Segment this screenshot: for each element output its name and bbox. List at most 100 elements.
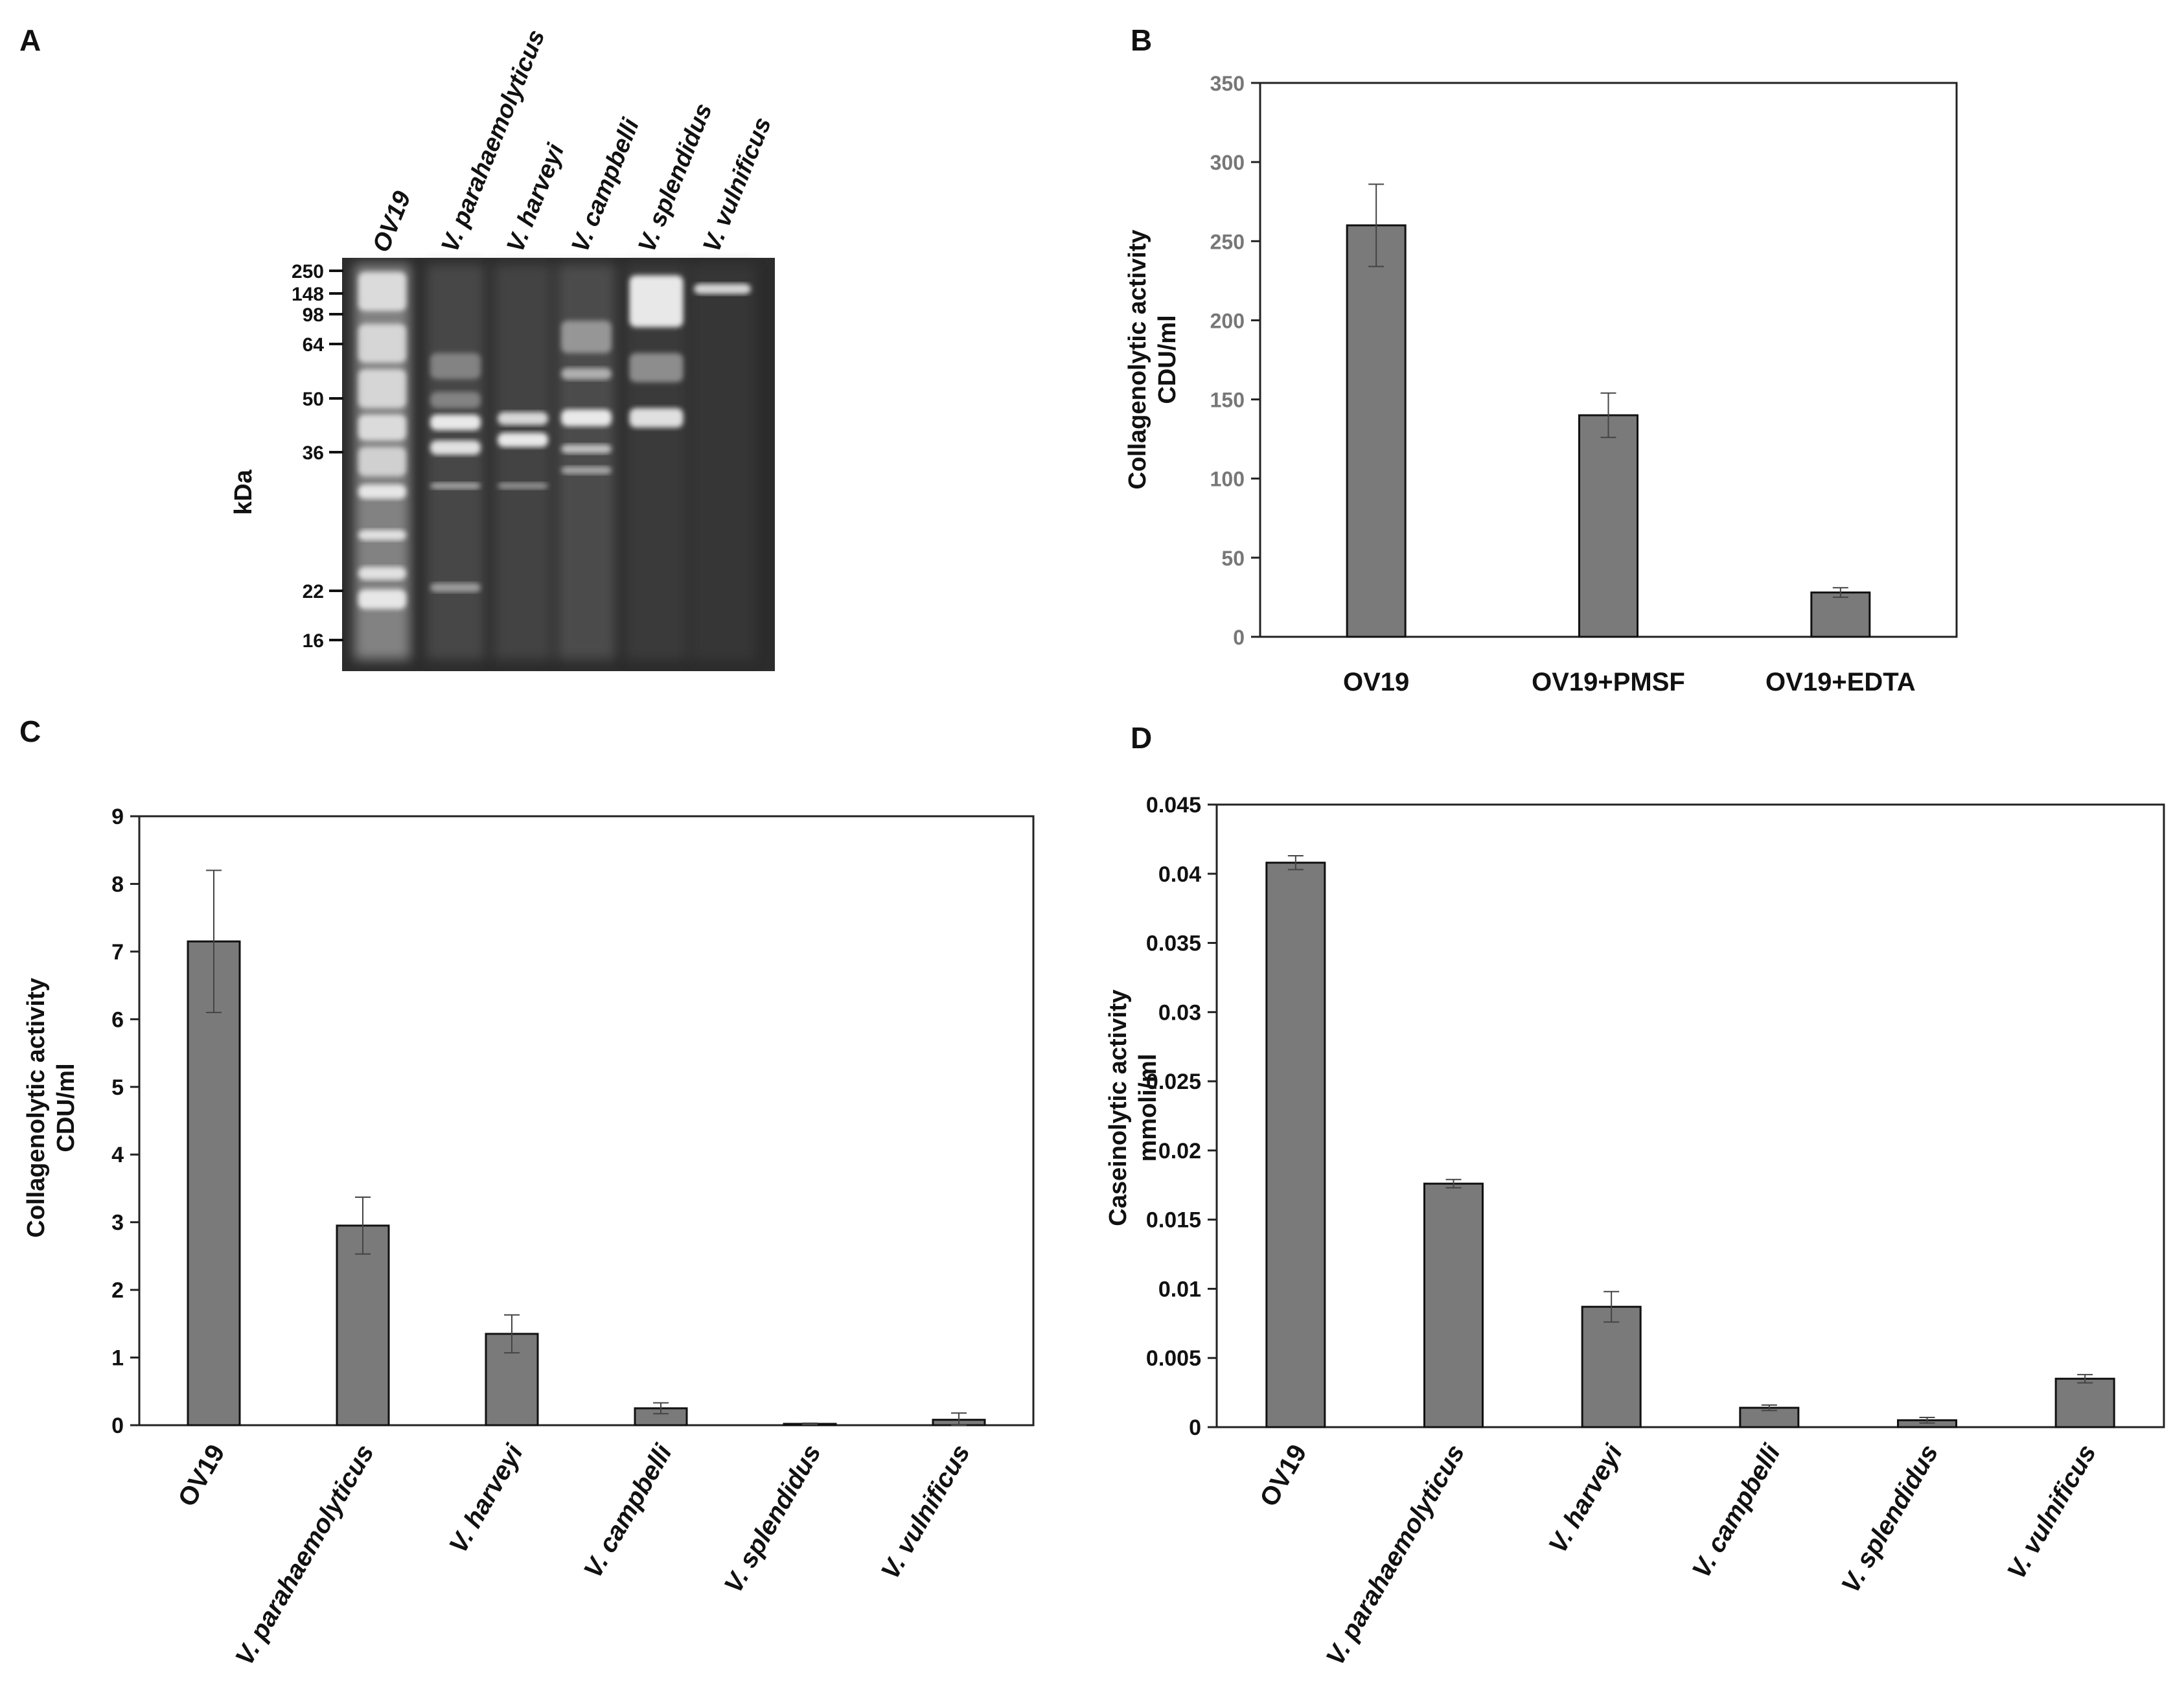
y-tick-label: 6 [111,1007,124,1032]
y-tick-label: 350 [1210,72,1245,95]
category-label: V. splendidus [1836,1440,1944,1598]
gel-marker-label: 98 [303,304,324,326]
gel-band [561,368,612,380]
category-label: V. campbelli [579,1439,678,1583]
y-tick-label: 0 [111,1414,124,1438]
y-tick-label: 9 [111,805,124,829]
panel-letter-c: C [19,715,41,748]
category-label: V. parahaemolyticus [230,1440,380,1671]
y-axis-label: Caseinolytic activity mmoli/ml [1105,989,1162,1226]
y-axis-label-line: Collagenolytic activity [23,978,50,1237]
bar [2054,1377,2115,1428]
bar [1423,1182,1484,1428]
gel-marker-label: 148 [292,284,324,305]
category-label: OV19+EDTA [1765,668,1916,696]
category-label: V. splendidus [719,1440,827,1598]
gel-marker-label: 22 [303,581,324,602]
gel-band [430,583,481,592]
category-label: V. vulnificus [2002,1440,2102,1585]
y-tick-label: 50 [1221,547,1245,570]
bar [1265,862,1326,1428]
gel-marker-label: 50 [303,389,324,410]
gel-band [561,321,612,353]
chart-d: 0 0.005 0.01 0.015 0.02 0.025 0.03 0.035 0.04 0.0… [1105,793,2165,1671]
y-axis-label: Collagenolytic activity CDU/ml [23,978,80,1237]
gel-lane-smear [625,264,687,659]
gel-band [358,447,406,476]
y-tick-label: 0.045 [1146,793,1201,818]
gel-band [629,275,684,327]
bar [1581,1305,1642,1428]
y-tick-label: 0.02 [1158,1139,1201,1163]
gel-lane-label: V. harveyi [501,139,569,256]
y-tick-label: 4 [111,1143,124,1167]
y-axis-label-line: CDU/ml [1154,315,1181,404]
y-tick-label: 300 [1210,151,1245,174]
y-tick-label: 3 [111,1211,124,1235]
gel-band [358,415,406,441]
y-axis-label-line: Collagenolytic activity [1124,229,1151,489]
chart-c: 0 1 2 3 4 5 6 7 8 9 Collagenolytic activity CDU/ml O… [23,805,1035,1671]
gel-lane-label: V. campbelli [566,114,645,256]
y-tick-label: 0.04 [1158,862,1201,887]
gel-band [358,369,406,408]
bar [187,940,241,1426]
gel-marker-label: 36 [303,442,324,464]
y-tick-label: 0.035 [1146,932,1201,956]
y-tick-label: 0.01 [1158,1277,1201,1301]
panel-letter-b: B [1131,23,1152,57]
plot-frame [138,815,1035,1426]
category-label: OV19 [173,1440,231,1512]
gel-band [561,466,612,474]
y-tick-label: 5 [111,1075,124,1100]
y-axis-label-line: Caseinolytic activity [1105,989,1132,1226]
gel-band [358,485,406,499]
gel-lane-smear [494,264,552,659]
panel-letter-d: D [1131,721,1152,755]
gel-lane-label: V. vulnificus [698,113,776,256]
gel-band [430,441,481,455]
panel-letter-a: A [19,23,41,57]
gel-band [694,284,751,294]
category-label: OV19 [1343,668,1409,696]
bar [1578,414,1638,638]
y-tick-label: 0 [1233,626,1245,649]
y-tick-label: 8 [111,872,124,897]
gel-marker-label: 16 [303,630,324,652]
bar [336,1224,390,1426]
y-tick-label: 0.005 [1146,1346,1201,1371]
y-tick-label: 250 [1210,230,1245,253]
y-tick-label: 1 [111,1346,124,1371]
gel-marker-label: 64 [303,334,325,356]
gel-band [561,444,612,453]
plot-frame [1215,803,2165,1428]
y-axis-label-line: CDU/ml [52,1063,80,1152]
category-label: V. harveyi [444,1439,529,1558]
gel-lane-smear [426,264,485,659]
gel-band [498,483,548,489]
y-tick-label: 0.025 [1146,1070,1201,1094]
y-axis-label-line: mmoli/ml [1134,1054,1162,1162]
gel-band [430,483,481,489]
category-label: V. parahaemolyticus [1321,1440,1471,1671]
y-tick-label: 7 [111,940,124,965]
gel-band [561,409,612,426]
bar [1346,224,1407,638]
gel-marker-label: 250 [292,261,324,282]
y-tick-label: 200 [1210,309,1245,332]
gel-band [430,415,481,430]
y-tick-label: 0 [1189,1415,1201,1440]
y-tick-label: 0.015 [1146,1208,1201,1233]
y-tick-label: 150 [1210,389,1245,412]
gel-band [358,272,406,311]
gel-band [629,408,684,428]
gel-band [498,412,548,425]
gel-lane-label: OV19 [367,188,416,257]
bar [1810,591,1871,638]
gel-band [498,433,548,447]
gel-band [358,324,406,363]
y-axis-label: Collagenolytic activity CDU/ml [1124,229,1181,489]
y-tick-label: 2 [111,1278,124,1303]
